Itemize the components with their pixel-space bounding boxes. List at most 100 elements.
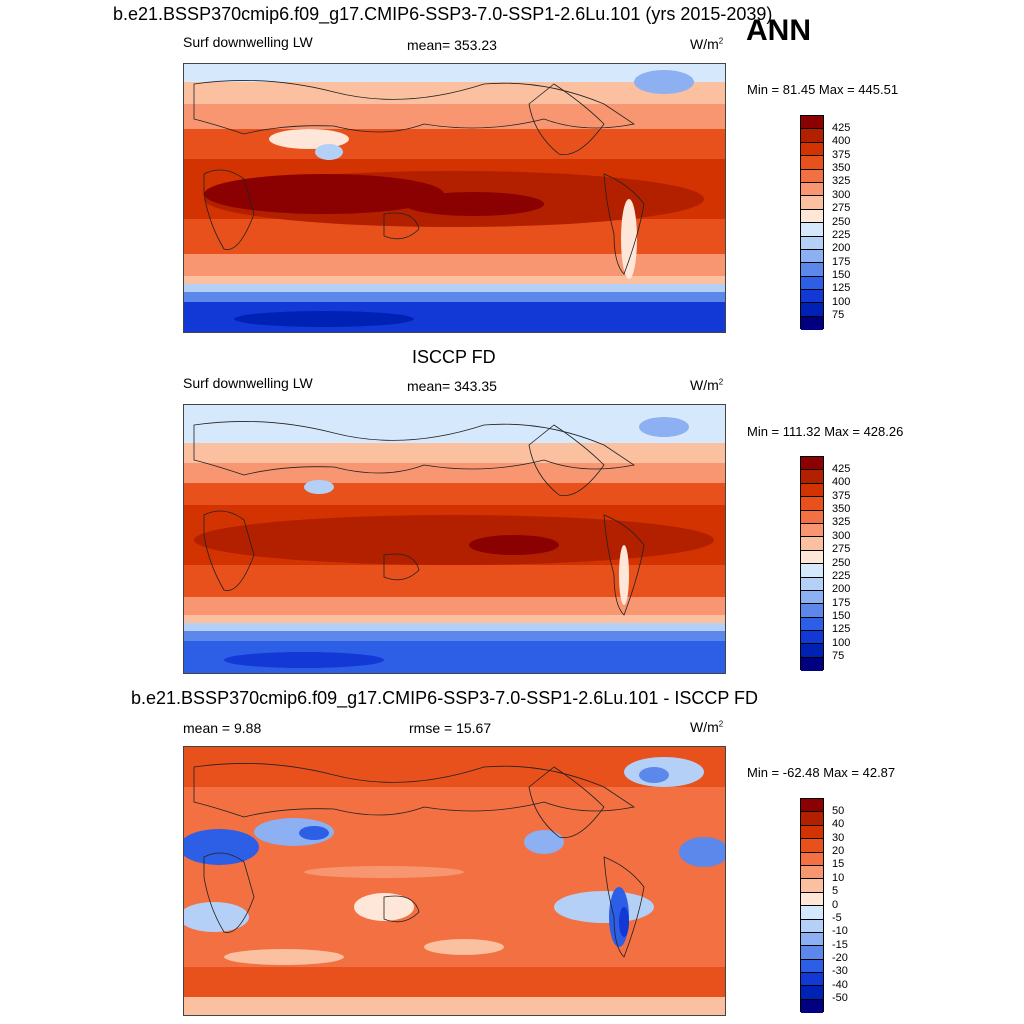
panel2-variable-label: Surf downwelling LW xyxy=(183,375,313,391)
panel1-mean-label: mean= 353.23 xyxy=(407,37,497,53)
colorbar-swatch xyxy=(801,865,823,880)
colorbar-swatch xyxy=(801,644,823,658)
colorbar-tick-label: 200 xyxy=(832,242,851,254)
colorbar-tick-label: -50 xyxy=(832,992,848,1004)
colorbar-tick-label: -5 xyxy=(832,912,842,924)
panel1-colorbar xyxy=(800,115,824,331)
colorbar-swatch xyxy=(801,196,823,210)
colorbar-tick-label: 175 xyxy=(832,597,851,609)
colorbar-swatch xyxy=(801,986,823,1000)
colorbar-swatch xyxy=(801,906,823,920)
colorbar-swatch xyxy=(801,223,823,237)
colorbar-tick-label: 425 xyxy=(832,463,851,475)
colorbar-tick-label: 300 xyxy=(832,530,851,542)
colorbar-swatch xyxy=(801,631,823,645)
colorbar-tick-label: 250 xyxy=(832,216,851,228)
colorbar-tick-label: 225 xyxy=(832,570,851,582)
case-title: b.e21.BSSP370cmip6.f09_g17.CMIP6-SSP3-7.… xyxy=(113,4,773,24)
colorbar-swatch xyxy=(801,999,823,1014)
colorbar-swatch xyxy=(801,142,823,157)
colorbar-tick-label: -15 xyxy=(832,939,848,951)
colorbar-swatch xyxy=(801,799,823,813)
panel3-field xyxy=(184,747,725,1015)
panel2-units: W/m2 xyxy=(690,377,724,393)
panel1-field xyxy=(184,64,725,332)
panel1-minmax: Min = 81.45 Max = 445.51 xyxy=(747,82,899,97)
colorbar-tick-label: 325 xyxy=(832,175,851,187)
panel2-field xyxy=(184,405,725,673)
colorbar-tick-label: 125 xyxy=(832,282,851,294)
colorbar-tick-label: 150 xyxy=(832,610,851,622)
colorbar-tick-label: 225 xyxy=(832,229,851,241)
colorbar-swatch xyxy=(801,852,823,866)
colorbar-tick-label: 375 xyxy=(832,490,851,502)
colorbar-swatch xyxy=(801,617,823,632)
panel1-map xyxy=(183,63,726,333)
colorbar-swatch xyxy=(801,276,823,291)
colorbar-swatch xyxy=(801,523,823,538)
colorbar-tick-label: -30 xyxy=(832,965,848,977)
colorbar-swatch xyxy=(801,959,823,974)
colorbar-swatch xyxy=(801,303,823,317)
panel3-mean-label: mean = 9.88 xyxy=(183,720,262,736)
season-label: ANN xyxy=(746,14,811,47)
colorbar-tick-label: -40 xyxy=(832,979,848,991)
colorbar-tick-label: -10 xyxy=(832,925,848,937)
colorbar-swatch xyxy=(801,839,823,853)
colorbar-swatch xyxy=(801,919,823,933)
colorbar-swatch xyxy=(801,497,823,511)
colorbar-swatch xyxy=(801,590,823,605)
colorbar-swatch xyxy=(801,129,823,143)
colorbar-tick-label: 200 xyxy=(832,583,851,595)
colorbar-tick-label: 400 xyxy=(832,476,851,488)
panel1-variable-label: Surf downwelling LW xyxy=(183,34,313,50)
colorbar-swatch xyxy=(801,825,823,840)
colorbar-tick-label: 375 xyxy=(832,149,851,161)
colorbar-tick-label: 175 xyxy=(832,256,851,268)
colorbar-tick-label: 275 xyxy=(832,202,851,214)
colorbar-tick-label: 250 xyxy=(832,557,851,569)
colorbar-swatch xyxy=(801,457,823,471)
colorbar-tick-label: 275 xyxy=(832,543,851,555)
colorbar-swatch xyxy=(801,236,823,250)
colorbar-tick-label: 20 xyxy=(832,845,845,857)
colorbar-swatch xyxy=(801,812,823,826)
panel2-map xyxy=(183,404,726,674)
colorbar-swatch xyxy=(801,470,823,484)
colorbar-swatch xyxy=(801,577,823,591)
colorbar-swatch xyxy=(801,182,823,197)
colorbar-tick-label: 300 xyxy=(832,189,851,201)
colorbar-tick-label: 350 xyxy=(832,162,851,174)
colorbar-swatch xyxy=(801,169,823,183)
colorbar-tick-label: 75 xyxy=(832,309,845,321)
panel2-minmax: Min = 111.32 Max = 428.26 xyxy=(747,424,904,439)
panel3-rmse-label: rmse = 15.67 xyxy=(409,720,492,736)
panel3-title: b.e21.BSSP370cmip6.f09_g17.CMIP6-SSP3-7.… xyxy=(131,688,759,708)
panel2-title: ISCCP FD xyxy=(412,347,496,367)
colorbar-swatch xyxy=(801,892,823,907)
colorbar-tick-label: 75 xyxy=(832,650,845,662)
colorbar-tick-label: 150 xyxy=(832,269,851,281)
colorbar-swatch xyxy=(801,550,823,565)
panel3-colorbar xyxy=(800,798,824,1014)
colorbar-swatch xyxy=(801,946,823,960)
colorbar-swatch xyxy=(801,537,823,551)
panel2-mean-label: mean= 343.35 xyxy=(407,378,497,394)
colorbar-tick-label: 325 xyxy=(832,516,851,528)
colorbar-tick-label: 50 xyxy=(832,805,845,817)
colorbar-swatch xyxy=(801,290,823,304)
colorbar-tick-label: 350 xyxy=(832,503,851,515)
colorbar-swatch xyxy=(801,316,823,331)
colorbar-tick-label: 425 xyxy=(832,122,851,134)
colorbar-swatch xyxy=(801,657,823,672)
colorbar-tick-label: 10 xyxy=(832,872,845,884)
colorbar-tick-label: 15 xyxy=(832,858,845,870)
colorbar-swatch xyxy=(801,209,823,224)
colorbar-tick-label: 40 xyxy=(832,818,845,830)
colorbar-swatch xyxy=(801,116,823,130)
colorbar-swatch xyxy=(801,510,823,524)
colorbar-swatch xyxy=(801,564,823,578)
colorbar-swatch xyxy=(801,249,823,264)
colorbar-tick-label: 100 xyxy=(832,296,851,308)
colorbar-swatch xyxy=(801,879,823,893)
